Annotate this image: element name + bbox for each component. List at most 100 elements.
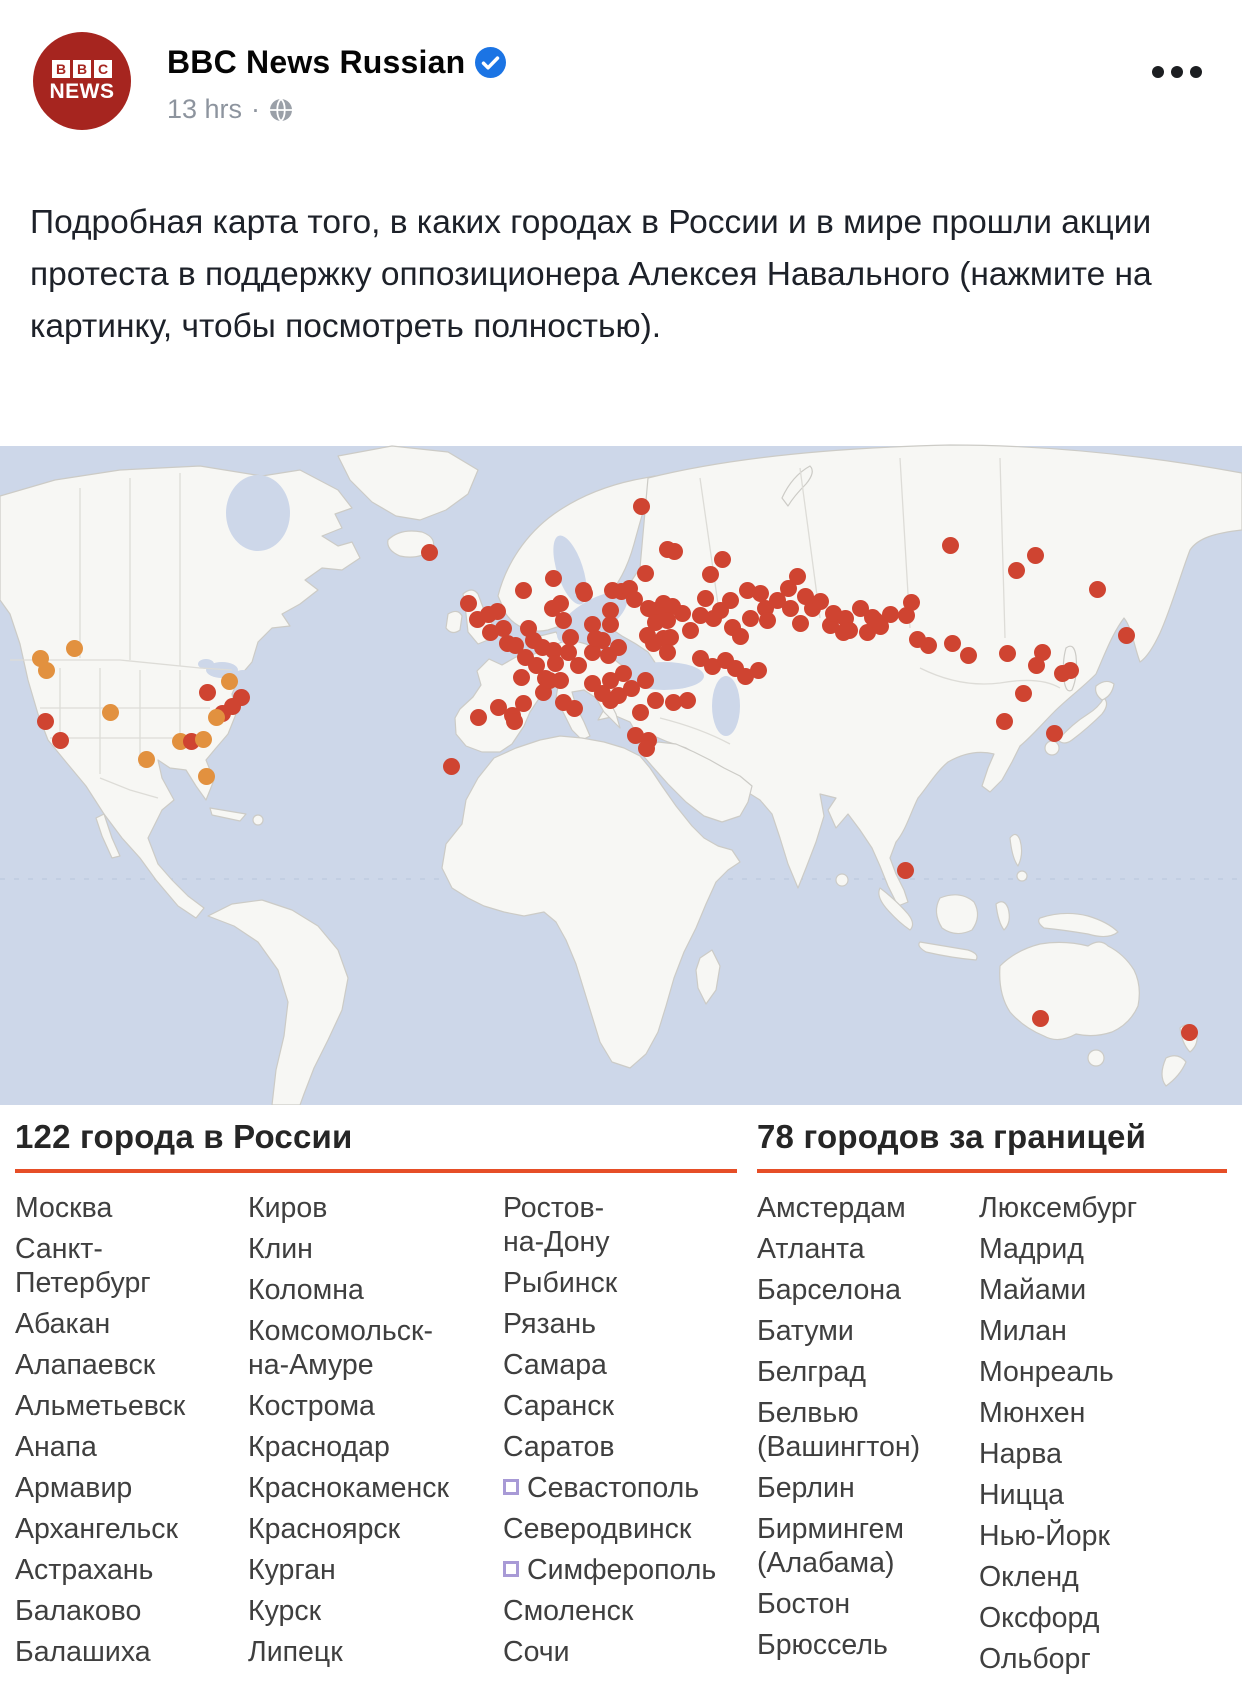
city-item: Архангельск [15, 1513, 178, 1545]
protest-city-dot [199, 684, 216, 701]
city-item: Барселона [757, 1274, 901, 1306]
protest-city-dot [632, 704, 649, 721]
protest-city-dot [1046, 725, 1063, 742]
city-item: Атланта [757, 1233, 865, 1265]
protest-city-dot [780, 580, 797, 597]
protest-city-dot [195, 731, 212, 748]
abroad-cities-section: 78 городов за границей Амстердам Атланта Б… [757, 1117, 1227, 1683]
protest-city-dot [752, 585, 769, 602]
city-item: Армавир [15, 1472, 133, 1504]
abroad-title-rule [757, 1169, 1227, 1173]
city-item: Рязань [503, 1308, 597, 1340]
city-item: Ольборг [979, 1643, 1091, 1675]
city-item: Монреаль [979, 1356, 1114, 1388]
city-column: Амстердам Атланта Барселона Батуми Белград Бе… [757, 1191, 979, 1683]
protest-city-dot [872, 618, 889, 635]
city-item: Курган [248, 1554, 336, 1586]
page-name-link[interactable]: BBC News Russian [167, 44, 466, 80]
city-item: Бостон [757, 1588, 851, 1620]
protest-city-dot [666, 543, 683, 560]
protest-city-dot [647, 614, 664, 631]
city-item: Алапаевск [15, 1349, 156, 1381]
city-item: Клин [248, 1233, 313, 1265]
protest-city-dot [602, 672, 619, 689]
bbc-logo-block: C [94, 60, 112, 78]
protest-city-dot [584, 644, 601, 661]
abroad-cities-title: 78 городов за границей [757, 1118, 1147, 1155]
protest-city-dot [739, 582, 756, 599]
city-item: Люксембург [979, 1192, 1138, 1224]
protest-city-dot [38, 662, 55, 679]
protest-city-dot [66, 640, 83, 657]
city-item: Ницца [979, 1479, 1064, 1511]
protest-city-dot [898, 607, 915, 624]
city-item: Мюнхен [979, 1397, 1086, 1429]
city-item: Нью-Йорк [979, 1520, 1110, 1552]
protest-city-dot [520, 620, 537, 637]
protest-city-dot [610, 639, 627, 656]
city-item: Краснодар [248, 1431, 390, 1463]
city-column: Ростов- на-Дону Рыбинск Рязань Самара Саранс… [503, 1191, 737, 1676]
protest-city-dot [944, 635, 961, 652]
protest-city-dot [1015, 685, 1032, 702]
protest-city-dot [570, 657, 587, 674]
city-item: Санкт- Петербург [15, 1233, 151, 1299]
protest-city-dot [852, 600, 869, 617]
post-menu-button[interactable] [1152, 66, 1202, 78]
protest-city-dot [489, 603, 506, 620]
bbc-logo-block: B [52, 60, 70, 78]
city-item: Белвью (Вашингтон) [757, 1397, 921, 1463]
city-item: Батуми [757, 1315, 854, 1347]
city-item: Окленд [979, 1561, 1079, 1593]
protest-city-dot [1034, 644, 1051, 661]
protest-city-dot [714, 551, 731, 568]
russia-cities-section: 122 города в России Москва Санкт- Петербу… [15, 1117, 737, 1683]
protest-city-dot [1032, 1010, 1049, 1027]
protest-city-dot [1118, 627, 1135, 644]
world-map [0, 418, 1242, 1105]
city-item: Берлин [757, 1472, 855, 1504]
protest-city-dot [1181, 1024, 1198, 1041]
protest-city-dot [702, 566, 719, 583]
protest-city-dot [528, 657, 545, 674]
protest-city-dot [782, 600, 799, 617]
protest-city-dot [515, 695, 532, 712]
protest-city-dot [692, 607, 709, 624]
protest-city-dot [587, 630, 604, 647]
protest-city-dot [662, 629, 679, 646]
protest-city-dot [623, 680, 640, 697]
city-item: Курск [248, 1595, 322, 1627]
protest-city-dot [704, 658, 721, 675]
city-column: Люксембург Мадрид Майами Милан Монреаль Мюнхе… [979, 1191, 1227, 1683]
protest-city-dot [637, 672, 654, 689]
protest-city-dot [812, 593, 829, 610]
protest-city-dot [547, 655, 564, 672]
menu-dot [1190, 66, 1202, 78]
city-column: Киров Клин Коломна Комсомольск- на-Амуре Кос… [248, 1191, 503, 1676]
protest-city-dot [102, 704, 119, 721]
protest-city-dot [421, 544, 438, 561]
russia-cities-title: 122 города в России [15, 1118, 353, 1155]
city-item: Балашиха [15, 1636, 151, 1668]
protest-city-dot [545, 642, 562, 659]
protest-map-image[interactable] [0, 418, 1242, 1105]
protest-city-dot [566, 700, 583, 717]
protest-city-dot [1008, 562, 1025, 579]
protest-city-dot [942, 537, 959, 554]
protest-city-dot [52, 732, 69, 749]
protest-city-dot [482, 624, 499, 641]
protest-city-dot [470, 709, 487, 726]
bbc-news-avatar[interactable]: B B C NEWS [33, 32, 131, 130]
verified-badge-icon [475, 47, 507, 78]
city-item: Саранск [503, 1390, 614, 1422]
timestamp-link[interactable]: 13 hrs [167, 94, 243, 124]
protest-city-dot [221, 673, 238, 690]
city-item: Ростов- на-Дону [503, 1192, 610, 1258]
protest-city-dot [615, 665, 632, 682]
protest-city-dot [506, 713, 523, 730]
protest-city-dot [679, 692, 696, 709]
city-item: Абакан [15, 1308, 111, 1340]
protest-city-dot [645, 635, 662, 652]
protest-city-dot [460, 595, 477, 612]
protest-city-dot [562, 629, 579, 646]
